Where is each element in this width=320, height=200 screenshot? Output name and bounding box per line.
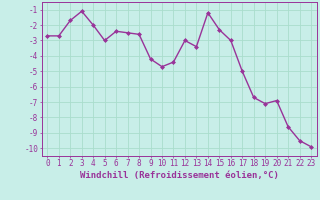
X-axis label: Windchill (Refroidissement éolien,°C): Windchill (Refroidissement éolien,°C) [80,171,279,180]
